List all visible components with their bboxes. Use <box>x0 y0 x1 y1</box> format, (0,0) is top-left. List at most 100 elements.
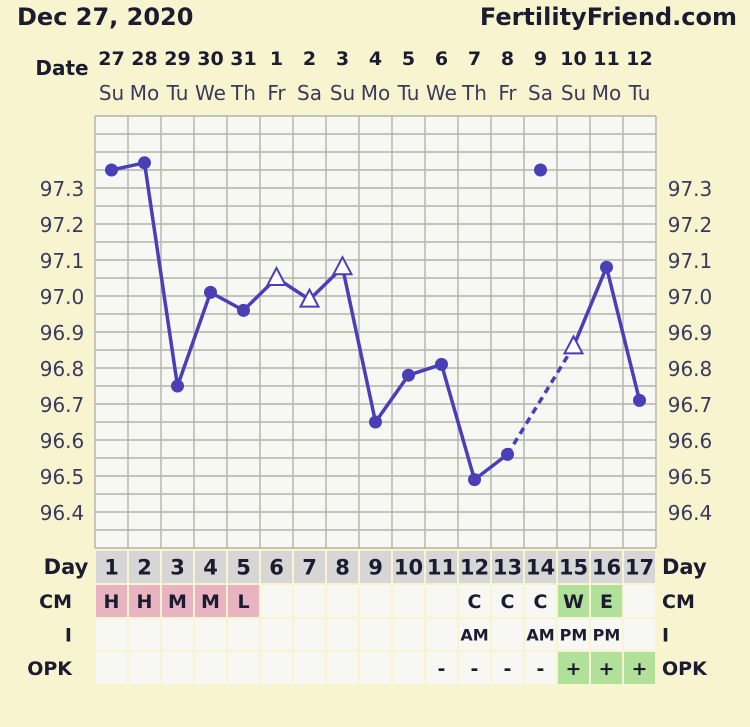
temp-line-segment <box>571 266 609 348</box>
cm-value: C <box>534 591 548 613</box>
opk-value: - <box>438 658 446 680</box>
table-cell-opk <box>492 652 523 684</box>
table-cell-i <box>294 619 325 650</box>
table-cell-opk <box>360 652 391 684</box>
table-cell-i <box>558 619 589 650</box>
opk-value: + <box>566 658 582 680</box>
temp-line-segment <box>142 162 180 387</box>
temp-line-segment <box>439 363 477 481</box>
weekday-tick-label: Mo <box>361 81 391 105</box>
temp-line-segment <box>340 266 378 423</box>
cycle-day-label: 1 <box>104 556 119 580</box>
temp-point <box>468 473 481 487</box>
cycle-day-label: 4 <box>203 556 218 580</box>
temp-line-segment <box>374 374 410 424</box>
date-tick-label: 8 <box>501 48 514 70</box>
cm-value: H <box>104 591 120 613</box>
table-cell-day <box>228 551 259 583</box>
table-cell-opk <box>96 652 127 684</box>
table-cell-opk <box>624 652 655 684</box>
date-tick-label: 5 <box>402 48 415 70</box>
weekday-tick-label: We <box>426 81 457 105</box>
date-tick-label: 29 <box>164 48 190 70</box>
table-cell-day <box>162 551 193 583</box>
weekday-tick-label: Su <box>330 81 355 105</box>
cycle-day-label: 11 <box>427 556 456 580</box>
y-tick-label-left: 96.7 <box>40 393 85 417</box>
weekday-tick-label: Fr <box>267 81 286 105</box>
table-cell-i <box>228 619 259 650</box>
cycle-day-label: 13 <box>493 556 522 580</box>
y-tick-label-left: 96.9 <box>40 321 85 345</box>
y-tick-label-right: 97.2 <box>668 213 713 237</box>
table-cell-opk <box>294 652 325 684</box>
table-cell-cm <box>129 585 160 617</box>
weekday-tick-label: Fr <box>498 81 517 105</box>
cycle-day-label: 7 <box>302 556 317 580</box>
row-label-day-right: Day <box>662 555 707 579</box>
cycle-day-label: 2 <box>137 556 152 580</box>
table-cell-day <box>294 551 325 583</box>
y-tick-label-left: 96.8 <box>40 357 85 381</box>
temp-line-segment <box>473 453 509 481</box>
opk-value: - <box>504 658 512 680</box>
table-cell-day <box>261 551 292 583</box>
table-cell-day <box>591 551 622 583</box>
table-cell-day <box>360 551 391 583</box>
weekday-tick-label: Th <box>230 81 256 105</box>
table-cell-day <box>96 551 127 583</box>
cm-value: W <box>563 591 584 613</box>
table-cell-cm <box>624 585 655 617</box>
temp-line-dashed <box>506 345 575 456</box>
cm-value: E <box>600 591 613 613</box>
table-cell-i <box>426 619 457 650</box>
date-tick-label: 4 <box>369 48 382 70</box>
temp-point-open-triangle <box>562 334 585 355</box>
table-cell-i <box>129 619 160 650</box>
i-value: AM <box>460 625 488 644</box>
temp-point <box>138 156 151 170</box>
date-tick-label: 27 <box>98 48 124 70</box>
weekday-tick-label: Su <box>99 81 124 105</box>
weekday-tick-label: Tu <box>166 81 189 105</box>
table-cell-cm <box>327 585 358 617</box>
cm-value: C <box>501 591 515 613</box>
date-tick-label: 28 <box>131 48 157 70</box>
table-cell-cm <box>228 585 259 617</box>
table-cell-i <box>327 619 358 650</box>
cm-value: L <box>237 591 249 613</box>
y-tick-label-right: 97.0 <box>668 285 713 309</box>
table-cell-i <box>624 619 655 650</box>
weekday-tick-label: Su <box>561 81 586 105</box>
table-cell-i <box>459 619 490 650</box>
y-tick-label-right: 97.3 <box>668 177 713 201</box>
table-cell-day <box>327 551 358 583</box>
temp-point <box>237 303 250 317</box>
table-cell-day <box>393 551 424 583</box>
row-label-day-left: Day <box>44 555 89 579</box>
opk-value: - <box>471 658 479 680</box>
cm-value: M <box>168 591 187 613</box>
table-cell-opk <box>393 652 424 684</box>
table-cell-cm <box>294 585 325 617</box>
y-tick-label-left: 97.3 <box>40 177 85 201</box>
chart-date-header: Dec 27, 2020 <box>17 3 194 31</box>
date-tick-label: 10 <box>560 48 586 70</box>
table-cell-cm <box>426 585 457 617</box>
weekday-tick-label: Mo <box>592 81 622 105</box>
temp-line-segment <box>175 291 213 387</box>
i-value: PM <box>593 625 621 644</box>
table-cell-cm <box>360 585 391 617</box>
cycle-day-label: 3 <box>170 556 185 580</box>
temp-point <box>534 163 547 177</box>
table-cell-i <box>360 619 391 650</box>
temp-point <box>435 357 448 371</box>
weekday-tick-label: Sa <box>297 81 322 105</box>
table-cell-day <box>492 551 523 583</box>
cycle-day-label: 17 <box>625 556 654 580</box>
date-tick-label: 11 <box>593 48 619 70</box>
date-tick-label: 6 <box>435 48 448 70</box>
table-cell-cm <box>558 585 589 617</box>
cycle-day-label: 16 <box>592 556 621 580</box>
